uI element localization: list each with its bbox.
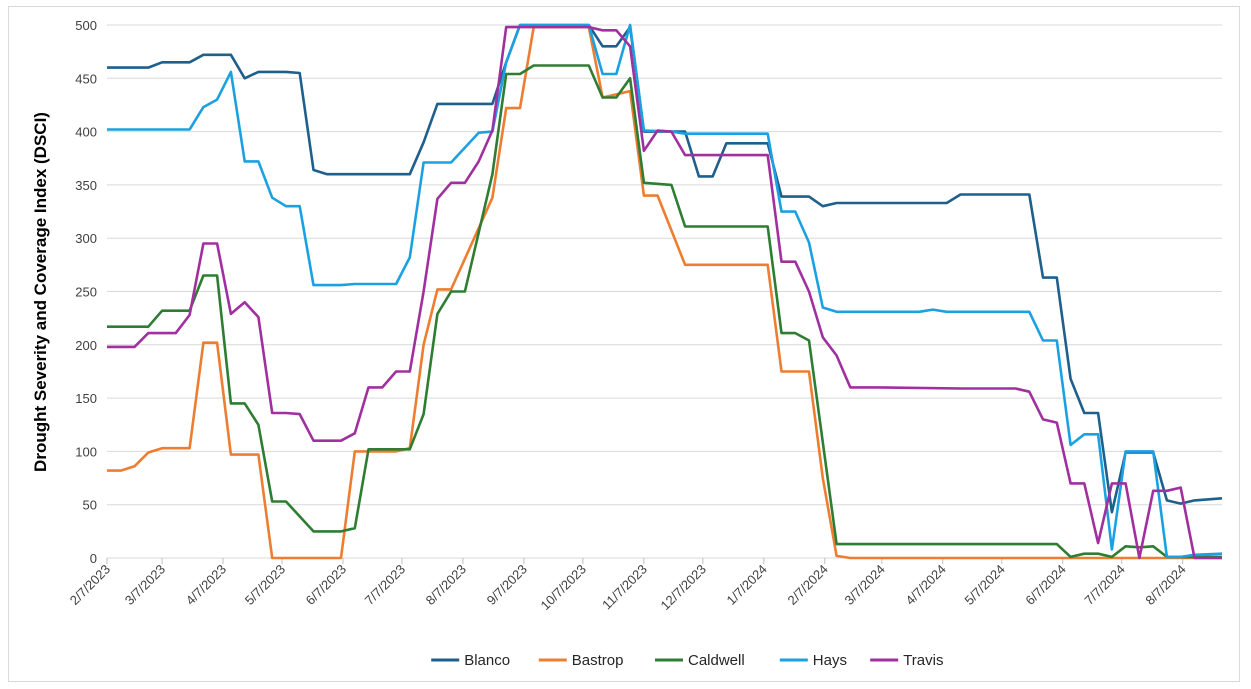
x-axis: 2/7/2023 3/7/2023 4/7/2023 5/7/2023 6/7/2023… [67, 558, 1189, 613]
legend-label-travis: Travis [903, 652, 943, 669]
x-tick-label: 5/7/2024 [961, 562, 1007, 608]
y-axis-ticks: 0 50 100 150 200 250 300 350 400 450 500 [75, 18, 97, 566]
x-tick-label: 7/7/2023 [362, 562, 408, 608]
x-tick-label: 5/7/2023 [242, 562, 288, 608]
series-line-bastrop [107, 25, 1222, 560]
y-tick-label: 500 [75, 18, 97, 33]
series-line-caldwell [107, 64, 1222, 559]
legend-label-bastrop: Bastrop [572, 652, 624, 669]
y-tick-label: 50 [83, 498, 97, 513]
x-tick-label: 8/7/2023 [423, 562, 469, 608]
x-tick-label: 4/7/2024 [902, 562, 948, 608]
grid-lines [107, 24, 1222, 559]
legend-label-hays: Hays [813, 652, 847, 669]
x-tick-label: 2/7/2024 [784, 562, 830, 608]
x-tick-label: 12/7/2023 [657, 562, 709, 614]
y-tick-label: 150 [75, 391, 97, 406]
x-tick-label: 1/7/2024 [724, 562, 770, 608]
x-tick-label: 9/7/2023 [484, 562, 530, 608]
y-tick-label: 350 [75, 178, 97, 193]
y-tick-label: 200 [75, 338, 97, 353]
y-tick-label: 250 [75, 285, 97, 300]
y-tick-label: 300 [75, 231, 97, 246]
series-line-travis [107, 25, 1222, 560]
series-line-hays [107, 23, 1223, 559]
chart-frame [8, 6, 1240, 682]
y-tick-label: 400 [75, 125, 97, 140]
series-lines [107, 23, 1223, 560]
x-tick-label: 3/7/2024 [842, 562, 888, 608]
series-line-blanco [107, 23, 1223, 514]
y-tick-label: 450 [75, 71, 97, 86]
x-tick-label: 3/7/2023 [122, 562, 168, 608]
x-tick-label: 10/7/2023 [538, 562, 590, 614]
x-tick-label: 4/7/2023 [183, 562, 229, 608]
x-tick-label: 11/7/2023 [599, 562, 650, 613]
legend-label-blanco: Blanco [464, 652, 510, 669]
y-tick-label: 0 [90, 551, 97, 566]
legend: Blanco Bastrop Caldwell Hays Travis [431, 652, 943, 669]
x-tick-label: 8/7/2024 [1142, 562, 1188, 608]
y-axis-label: Drought Severity and Coverage Index (DSC… [31, 112, 50, 472]
x-tick-label: 2/7/2023 [67, 562, 113, 608]
legend-label-caldwell: Caldwell [688, 652, 745, 669]
x-tick-label: 6/7/2024 [1022, 562, 1068, 608]
y-tick-label: 100 [75, 444, 97, 459]
x-tick-label: 7/7/2024 [1081, 562, 1127, 608]
x-tick-label: 6/7/2023 [303, 562, 349, 608]
